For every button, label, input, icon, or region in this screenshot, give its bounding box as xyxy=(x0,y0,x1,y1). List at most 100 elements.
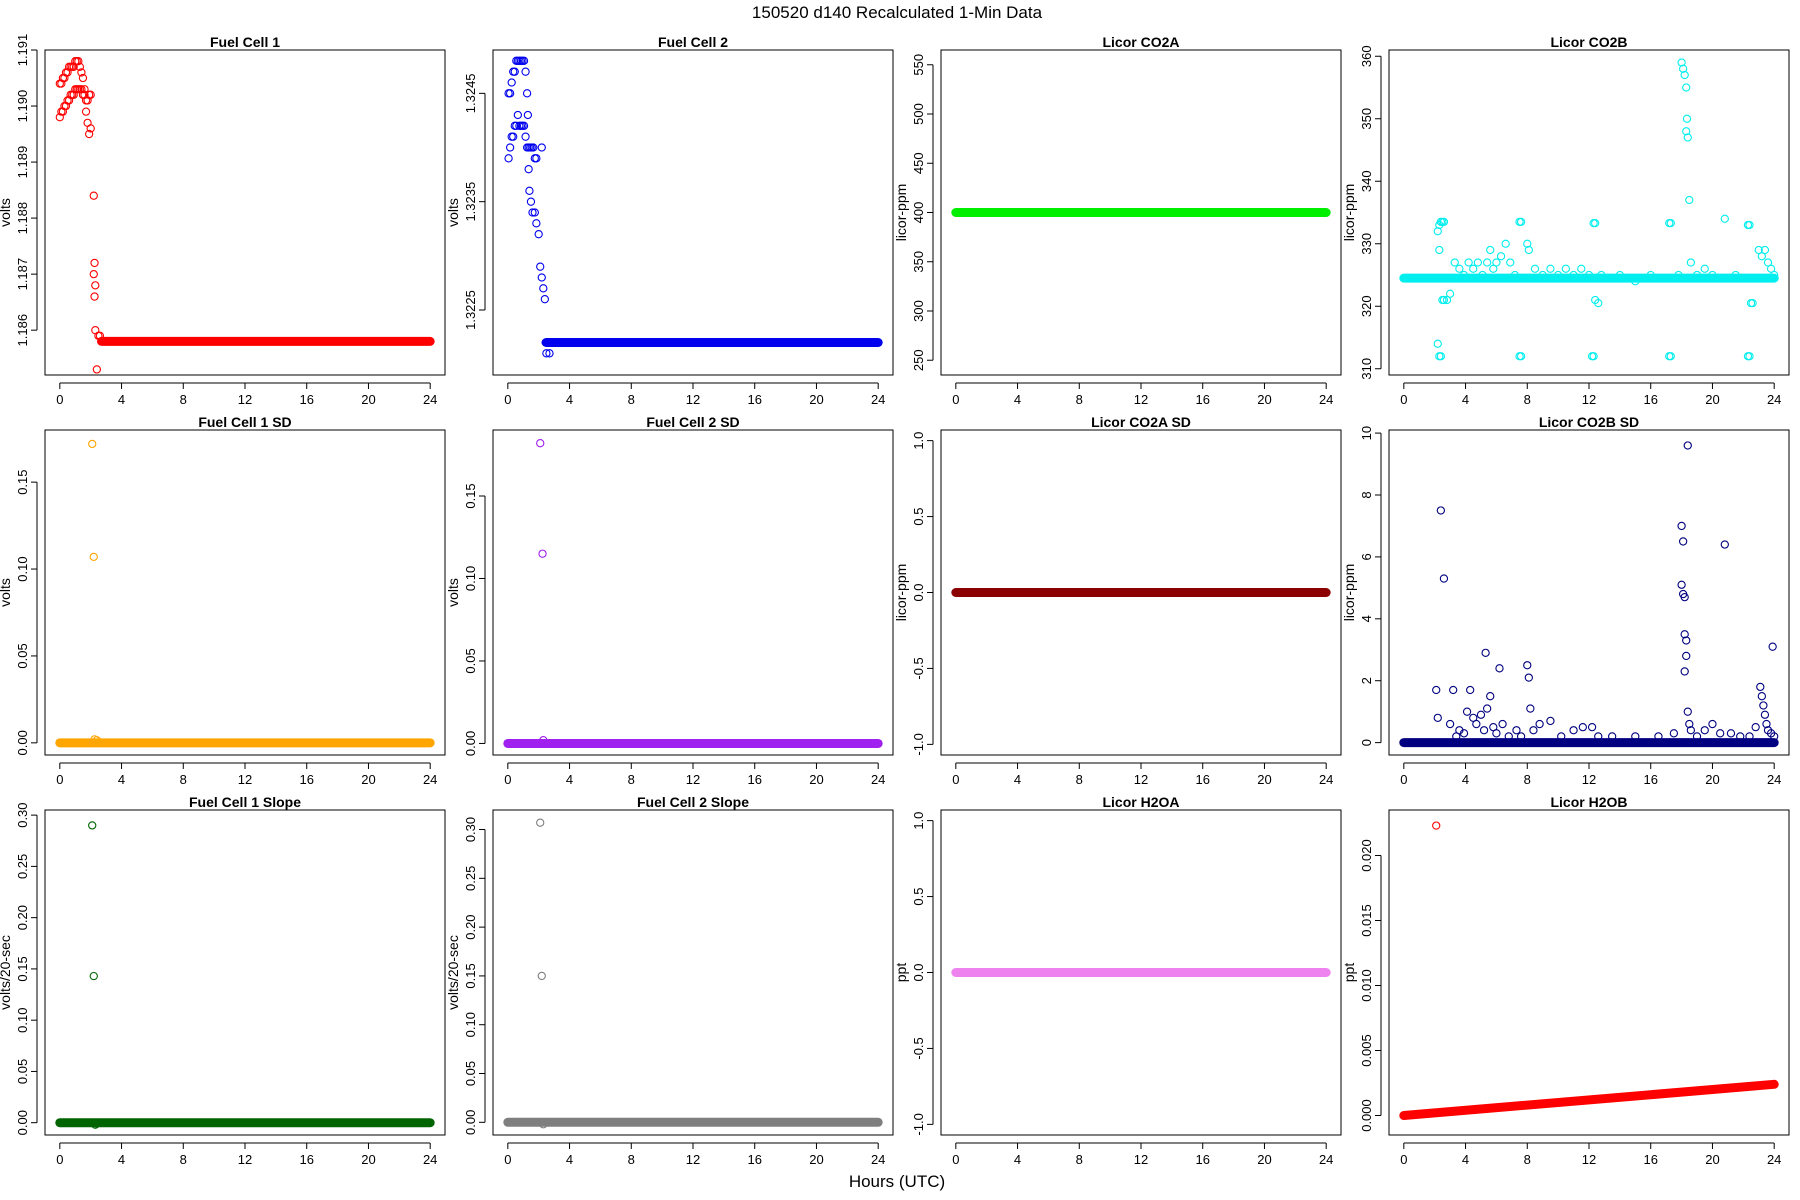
x-tick-label: 24 xyxy=(1319,392,1333,407)
y-tick-label: 8 xyxy=(1359,491,1374,498)
data-point xyxy=(504,154,513,163)
x-tick-label: 12 xyxy=(238,1152,252,1167)
data-point xyxy=(1686,258,1696,267)
data-point xyxy=(1569,270,1578,280)
data-point xyxy=(92,736,102,745)
x-tick-label: 24 xyxy=(871,1152,885,1167)
data-point xyxy=(1546,716,1555,726)
data-point xyxy=(539,736,548,745)
data-point xyxy=(1700,726,1709,735)
data-point xyxy=(1473,258,1483,267)
x-tick-label: 4 xyxy=(1014,772,1021,787)
x-tick-label: 8 xyxy=(628,1152,635,1167)
y-tick-label: 0.010 xyxy=(1359,969,1374,1002)
plot-frame xyxy=(940,809,1342,1136)
panel-10: Fuel Cell 2 Slope 0 4 8 12 16 20 24 0.00 0.05 0.10… xyxy=(445,794,894,1167)
data-point xyxy=(1439,295,1449,305)
y-axis-label: ppt xyxy=(893,963,909,983)
y-tick-label: 0.00 xyxy=(463,1110,478,1135)
y-tick-label: 1.3245 xyxy=(463,73,478,113)
y-axis: 0.00 0.05 0.10 0.15 0.20 0.25 0.30 xyxy=(15,802,38,1135)
data-point xyxy=(90,258,99,268)
data-point xyxy=(1680,667,1689,676)
x-tick-label: 16 xyxy=(1643,772,1657,787)
data-point xyxy=(1682,114,1692,123)
panel-title: Fuel Cell 1 SD xyxy=(198,414,291,430)
y-tick-label: 1.186 xyxy=(15,314,30,347)
x-tick-label: 12 xyxy=(1134,392,1148,407)
x-tick-label: 4 xyxy=(1014,392,1021,407)
y-tick-label: 1.0 xyxy=(911,812,926,830)
data-point xyxy=(540,295,550,304)
data-point xyxy=(1486,692,1495,701)
x-tick-label: 8 xyxy=(1076,772,1083,787)
data-point xyxy=(1731,270,1740,280)
data-point xyxy=(78,73,88,83)
data-point xyxy=(1597,270,1606,280)
y-tick-label: -0.5 xyxy=(911,657,926,679)
data-point xyxy=(1748,298,1757,308)
data-point xyxy=(1445,719,1455,729)
data-points xyxy=(55,57,106,374)
y-tick-label: 0.15 xyxy=(15,956,30,981)
x-tick-label: 4 xyxy=(566,1152,573,1167)
data-point xyxy=(1682,127,1691,136)
data-point xyxy=(1496,252,1506,261)
data-point xyxy=(537,971,546,981)
data-point xyxy=(522,89,532,98)
x-tick-label: 20 xyxy=(1705,1152,1719,1167)
main-title: 150520 d140 Recalculated 1-Min Data xyxy=(752,3,1043,22)
y-tick-label: 1.190 xyxy=(15,90,30,123)
y-axis-label: licor-ppm xyxy=(893,564,909,622)
x-tick-label: 0 xyxy=(952,1152,959,1167)
y-tick-label: 0.20 xyxy=(15,905,30,930)
x-tick-label: 16 xyxy=(1643,1152,1657,1167)
data-point xyxy=(519,56,529,65)
y-tick-label: 0.00 xyxy=(463,731,478,756)
data-point xyxy=(1683,133,1692,142)
y-tick-label: 0.020 xyxy=(1359,839,1374,872)
plot-frame xyxy=(940,49,1342,376)
y-tick-label: 1.191 xyxy=(15,34,30,67)
x-axis: 0 4 8 12 16 20 24 xyxy=(504,382,885,407)
data-point xyxy=(1708,719,1717,729)
x-tick-label: 20 xyxy=(809,772,823,787)
data-point xyxy=(1501,239,1510,248)
x-tick-label: 24 xyxy=(1767,392,1781,407)
panel-4: Licor CO2B 0 4 8 12 16 20 24 310 320 330 340 350 360 l… xyxy=(1341,34,1790,407)
data-point xyxy=(1433,339,1442,348)
x-tick-label: 8 xyxy=(180,392,187,407)
y-axis: -1.0 -0.5 0.0 0.5 1.0 xyxy=(911,812,934,1136)
data-point xyxy=(1677,58,1686,67)
data-point xyxy=(536,262,545,271)
panel-title: Fuel Cell 1 xyxy=(210,34,280,50)
x-tick-label: 8 xyxy=(1524,772,1531,787)
data-point xyxy=(1538,270,1547,280)
data-point xyxy=(81,107,91,116)
y-axis: 0.00 0.05 0.10 0.15 0.20 0.25 0.30 xyxy=(463,817,486,1135)
data-point xyxy=(1666,218,1675,228)
x-tick-label: 4 xyxy=(1462,392,1469,407)
data-point xyxy=(1745,220,1754,230)
panel-title: Licor H2OA xyxy=(1102,794,1179,810)
data-point xyxy=(1524,673,1533,682)
data-point xyxy=(1587,722,1597,732)
x-axis: 0 4 8 12 16 20 24 xyxy=(1400,1142,1781,1167)
y-tick-label: 1.189 xyxy=(15,146,30,179)
x-tick-label: 4 xyxy=(1462,772,1469,787)
y-tick-label: 10 xyxy=(1359,426,1374,440)
y-tick-label: 450 xyxy=(911,152,926,174)
data-point xyxy=(1516,352,1526,361)
x-tick-label: 16 xyxy=(747,772,761,787)
data-point xyxy=(1577,264,1586,273)
data-point xyxy=(1469,264,1478,273)
x-axis: 0 4 8 12 16 20 24 xyxy=(56,1142,437,1167)
plot-frame xyxy=(1388,429,1790,756)
y-tick-label: 0.000 xyxy=(1359,1099,1374,1132)
data-point xyxy=(532,154,541,163)
data-point xyxy=(1512,726,1521,735)
y-tick-label: 330 xyxy=(1359,233,1374,255)
x-tick-label: 20 xyxy=(361,772,375,787)
data-point xyxy=(1436,352,1446,361)
y-tick-label: 0.10 xyxy=(15,556,30,581)
